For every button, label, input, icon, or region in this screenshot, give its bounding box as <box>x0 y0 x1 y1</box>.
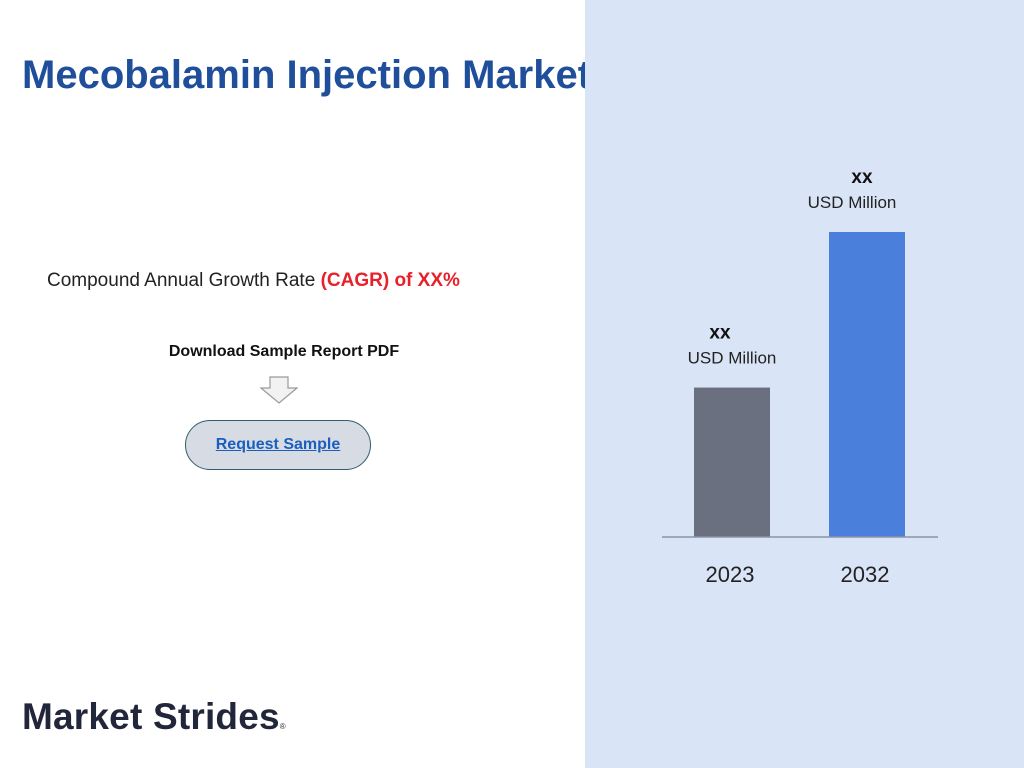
x-tick-2023: 2023 <box>706 562 755 587</box>
unit-label-2023: USD Million <box>688 349 777 368</box>
bar-2032 <box>829 232 905 537</box>
cagr-prefix: Compound Annual Growth Rate <box>47 270 321 291</box>
download-label: Download Sample Report PDF <box>168 343 400 360</box>
title-container: Mecobalamin Injection Market <box>22 50 585 106</box>
bar-chart: xx USD Million 2023 xx USD Million 2032 <box>662 167 938 587</box>
brand-logo: Market Strides® <box>22 696 286 738</box>
page-title: Mecobalamin Injection Market <box>22 53 585 97</box>
unit-label-2032: USD Million <box>808 193 897 212</box>
value-label-2023: xx <box>709 323 731 344</box>
down-arrow-icon <box>260 376 298 404</box>
request-sample-link[interactable]: Request Sample <box>215 436 341 453</box>
brand-mark: ® <box>279 722 286 731</box>
cagr-text: Compound Annual Growth Rate (CAGR) of XX… <box>47 270 460 292</box>
request-sample-button[interactable]: Request Sample <box>185 420 371 470</box>
value-label-2032: xx <box>851 167 873 188</box>
x-tick-2032: 2032 <box>841 562 890 587</box>
bar-2023 <box>694 387 770 537</box>
brand-name: Market Strides <box>22 696 280 737</box>
cagr-highlight: (CAGR) of XX% <box>320 270 460 291</box>
right-panel <box>585 0 1024 768</box>
